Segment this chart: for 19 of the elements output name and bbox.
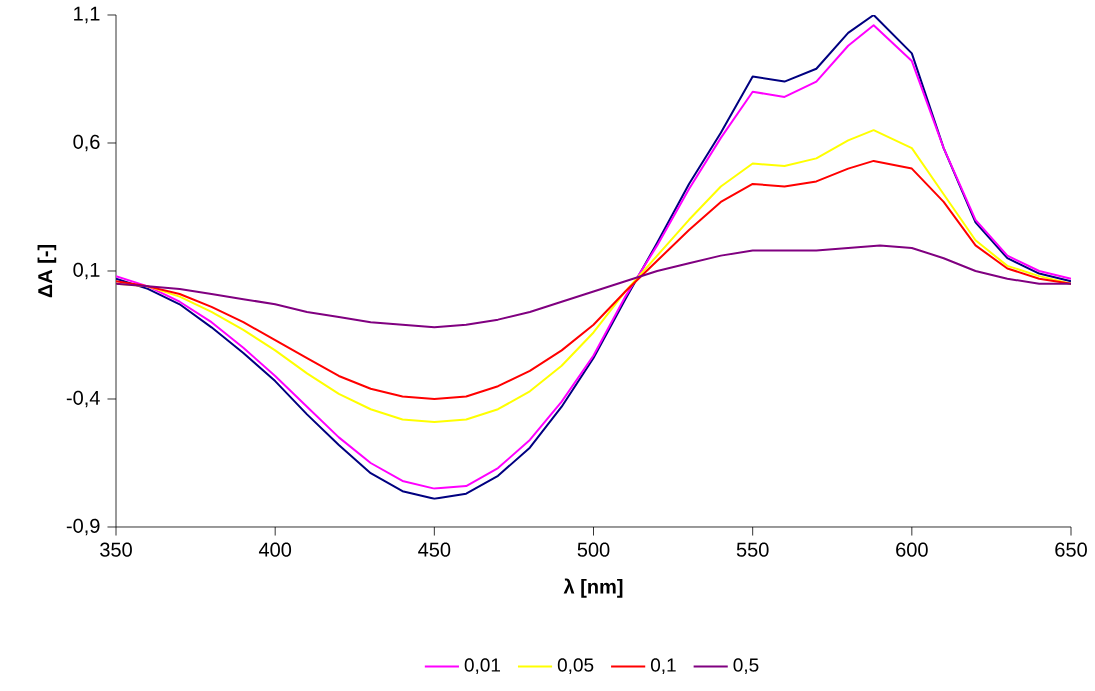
legend-label: 0,5 bbox=[733, 658, 759, 674]
x-tick-label: 400 bbox=[258, 542, 292, 557]
legend-label: 0,05 bbox=[557, 658, 594, 674]
x-tick-label: 650 bbox=[1055, 542, 1087, 557]
legend-label: 0,1 bbox=[650, 658, 676, 674]
x-tick-label: 500 bbox=[577, 542, 610, 557]
x-tick-label: 600 bbox=[896, 542, 928, 557]
line-series bbox=[116, 159, 1072, 400]
x-axis-title: λ [nm] bbox=[563, 578, 623, 598]
y-tick-label: 1,1 bbox=[74, 6, 100, 24]
y-axis-title: ΔA [-] bbox=[37, 244, 57, 298]
y-tick-label: -0,4 bbox=[66, 390, 100, 408]
x-tick-label: 550 bbox=[736, 542, 769, 557]
y-tick-label: -0,9 bbox=[66, 518, 100, 536]
y-tick-label: 0,1 bbox=[73, 262, 100, 280]
y-tick-label: 0,6 bbox=[73, 134, 100, 152]
legend-label: 0,01 bbox=[464, 658, 501, 674]
x-tick-label: 350 bbox=[100, 542, 132, 557]
x-tick-label: 450 bbox=[418, 542, 451, 557]
